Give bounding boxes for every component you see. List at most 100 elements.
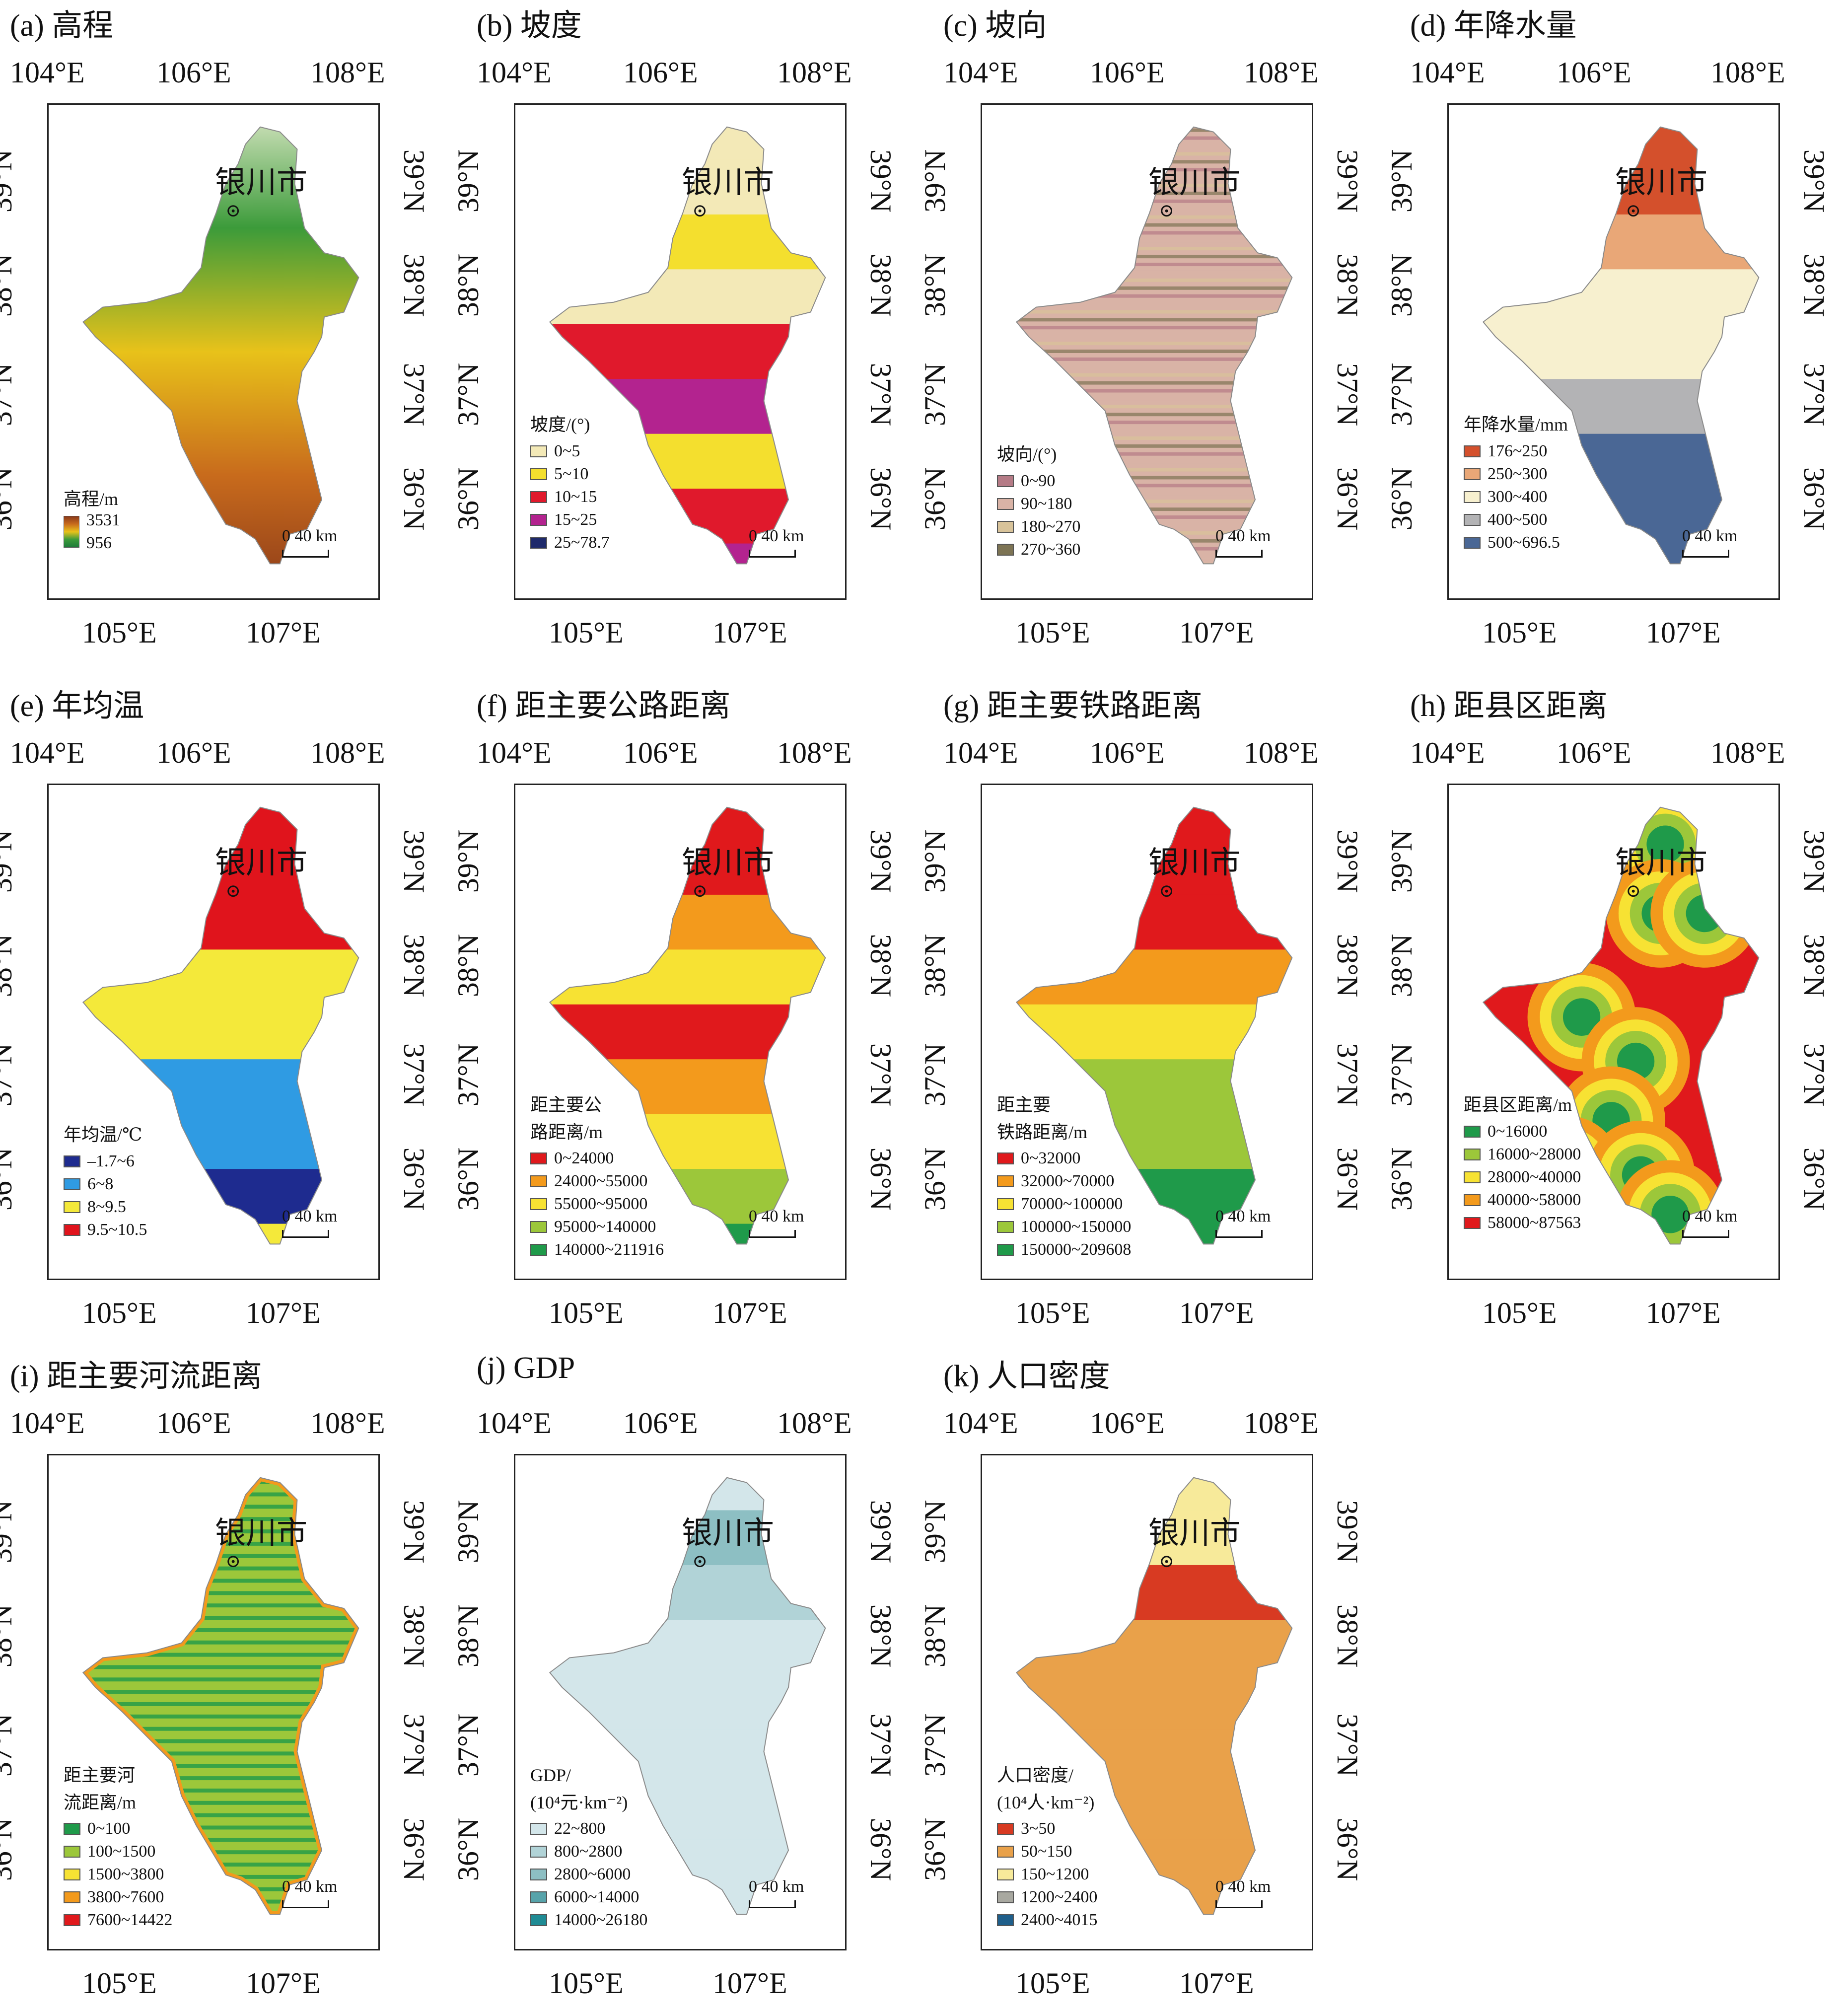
legend-item: 8~9.5 [64, 1196, 147, 1219]
lon-tick-top: 106°E [156, 56, 231, 89]
legend-swatch [530, 1244, 547, 1256]
lat-tick-left: 39°N [452, 1500, 485, 1564]
map-legend: 距主要 铁路距离/m 0~32000 32000~70000 70000~100000 1… [997, 1093, 1131, 1261]
scale-label: 40 km [294, 1877, 338, 1896]
scale-bar-line [1215, 1900, 1263, 1908]
lon-tick-bottom: 107°E [1179, 1296, 1254, 1329]
lon-tick-bottom: 105°E [82, 1296, 157, 1329]
river-stripe [83, 1480, 359, 1484]
lat-tick-left: 37°N [919, 362, 952, 427]
legend-title-line2: 流距离/m [64, 1792, 137, 1812]
legend-item: 250~300 [1464, 463, 1568, 486]
aspect-stripe [1016, 444, 1292, 448]
map-frame: 银川市 坡向/(°) 0~90 90~180 180~270 270~360 0 40 km [981, 103, 1313, 600]
legend-swatch [64, 1178, 80, 1190]
legend-swatch [64, 1914, 80, 1927]
legend-item: 58000~87563 [1464, 1212, 1581, 1234]
legend-label: 3~50 [1021, 1819, 1056, 1838]
legend-item: 1200~2400 [997, 1886, 1097, 1909]
class-band [1016, 1510, 1292, 1566]
lat-tick-left: 38°N [452, 1604, 485, 1668]
class-band [83, 807, 359, 841]
aspect-stripe [1016, 176, 1292, 180]
lon-tick-top: 104°E [943, 56, 1018, 89]
legend-item: 90~180 [997, 493, 1080, 515]
city-marker-dot [698, 1560, 702, 1563]
legend-item: 40000~58000 [1464, 1189, 1581, 1212]
aspect-stripe [1016, 476, 1292, 480]
lat-tick-left: 37°N [0, 362, 18, 427]
aspect-stripe [1016, 302, 1292, 306]
scale-bar: 0 40 km [1215, 527, 1271, 558]
class-band [83, 840, 359, 895]
lon-tick-top: 106°E [1090, 56, 1165, 89]
lat-tick-left: 39°N [0, 149, 18, 213]
lat-tick-left: 37°N [0, 1043, 18, 1107]
aspect-stripe [1016, 255, 1292, 259]
map-canvas [82, 126, 359, 565]
aspect-stripe [1016, 421, 1292, 425]
map-canvas [549, 1477, 826, 1915]
lat-tick-right: 37°N [1798, 1043, 1831, 1107]
class-band [1016, 894, 1292, 950]
lat-tick-left: 37°N [0, 1713, 18, 1777]
river-stripe [83, 1579, 359, 1583]
map-legend: 距县区距离/m 0~16000 16000~28000 28000~40000 4000… [1464, 1093, 1581, 1234]
legend-label: 0~16000 [1488, 1122, 1548, 1141]
lat-tick-left: 39°N [1385, 149, 1418, 213]
county-buffer-ring [1686, 894, 1724, 933]
city-marker-dot [1631, 889, 1635, 893]
class-band [83, 1004, 359, 1060]
city-marker-ring [694, 885, 706, 897]
aspect-stripe [1016, 334, 1292, 338]
legend-label: 8~9.5 [87, 1197, 126, 1216]
lon-tick-bottom: 105°E [1482, 616, 1557, 649]
city-marker-ring [1161, 205, 1173, 217]
legend-label: 3800~7600 [87, 1888, 164, 1907]
lat-tick-left: 38°N [452, 934, 485, 998]
lat-tick-left: 36°N [919, 1147, 952, 1211]
city-marker-ring [694, 1556, 706, 1568]
class-band [550, 1510, 826, 1566]
map-panel-f: (f) 距主要公路距离 104°E 106°E 108°E 105°E 107°E 39°N… [452, 680, 928, 1346]
aspect-stripe [982, 121, 1312, 124]
legend-item: 0~100 [64, 1817, 172, 1840]
legend-label: 58000~87563 [1488, 1213, 1581, 1232]
aspect-stripe [1016, 294, 1292, 298]
county-buffer-ring [1562, 998, 1601, 1036]
lat-tick-right: 36°N [1798, 467, 1831, 531]
legend-item: 50~150 [997, 1840, 1097, 1863]
scale-zero: 0 [1682, 527, 1691, 545]
river-stripe [83, 1727, 359, 1731]
city-label-yinchuan: 银川市 [1615, 846, 1708, 880]
lon-tick-top: 106°E [1557, 736, 1631, 769]
province-boundary [1482, 126, 1760, 565]
lon-tick-top: 106°E [623, 736, 698, 769]
city-marker-dot [698, 889, 702, 893]
legend-swatch [997, 1244, 1014, 1256]
lon-tick-bottom: 107°E [1646, 616, 1721, 649]
lat-tick-right: 38°N [864, 253, 898, 317]
class-band [550, 840, 826, 895]
city-label-yinchuan: 银川市 [682, 166, 775, 200]
scale-zero: 0 [1215, 1207, 1224, 1225]
lon-tick-top: 104°E [943, 1407, 1018, 1440]
legend-title: 坡向/(°) [997, 444, 1057, 464]
lon-tick-top: 104°E [10, 736, 85, 769]
lat-tick-right: 36°N [1331, 467, 1364, 531]
legend-label: 40000~58000 [1488, 1190, 1581, 1209]
county-buffer-ring [1651, 1196, 1689, 1233]
scale-zero: 0 [282, 1877, 290, 1896]
legend-swatch [530, 1891, 547, 1904]
map-canvas [549, 806, 826, 1245]
lat-tick-left: 37°N [452, 1713, 485, 1777]
legend-label: 5~10 [554, 464, 589, 483]
scale-bar: 0 40 km [1215, 1877, 1271, 1908]
lat-tick-left: 36°N [1385, 467, 1418, 531]
panel-title: (h) 距县区距离 [1410, 689, 1608, 723]
lat-tick-left: 38°N [1385, 934, 1418, 998]
scale-bar: 0 40 km [282, 1207, 337, 1238]
lon-tick-top: 104°E [10, 56, 85, 89]
legend-swatch [1464, 536, 1481, 549]
city-marker-ring [1161, 885, 1173, 897]
